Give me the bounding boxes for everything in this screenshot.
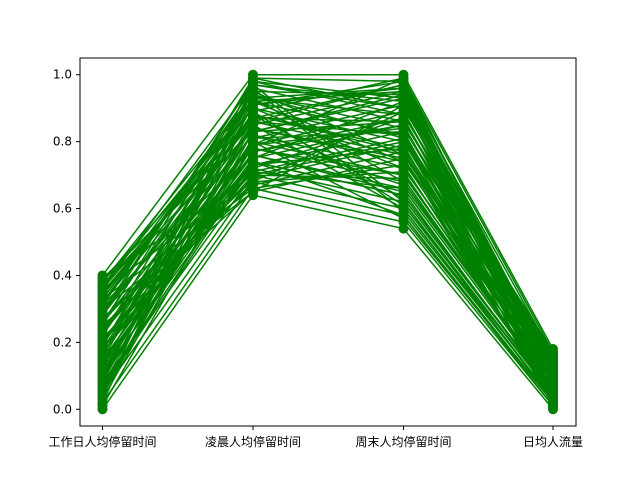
x-category-label: 工作日人均停留时间: [48, 434, 156, 449]
y-tick-label: 0.2: [53, 335, 72, 349]
data-point-71-0: [97, 307, 108, 318]
series-line-62: [101, 147, 554, 383]
data-point-78-1: [248, 109, 258, 120]
series-line-73: [101, 83, 554, 357]
series-markers: [97, 69, 558, 415]
data-point-74-1: [248, 139, 258, 150]
series-line-71: [101, 80, 554, 370]
x-category-label: 周末人均停留时间: [355, 434, 451, 449]
data-point-75-1: [248, 156, 258, 167]
series-line-58: [101, 86, 554, 400]
series-line-15: [101, 100, 554, 363]
series-line-0: [101, 194, 554, 410]
series-line-78: [101, 114, 554, 380]
data-point-79-0: [97, 273, 108, 284]
series-line-60: [101, 160, 554, 394]
series-line-69: [101, 110, 554, 380]
axes-frame: [79, 57, 577, 427]
series-line-72: [101, 90, 554, 363]
series-line-27: [101, 97, 554, 400]
series-line-66: [101, 130, 554, 393]
tick-labels: 0.0 0.2 0.4 0.6 0.8 1.0 工作日人均停留时间 凌晨人均停留时间 周末人均停…: [48, 68, 583, 449]
data-point-75-2: [398, 210, 409, 221]
series-lines: [101, 73, 554, 410]
data-point-79-2: [398, 116, 409, 127]
series-line-1: [101, 73, 554, 350]
data-point-67-0: [97, 360, 108, 371]
data-point-75-0: [97, 380, 108, 391]
series-line-2: [101, 187, 554, 407]
series-line-35: [102, 150, 554, 403]
data-point-76-0: [97, 397, 108, 408]
data-point-74-2: [398, 73, 409, 84]
data-point-79-3: [548, 360, 558, 371]
series-line-59: [101, 110, 554, 397]
y-tick-label: 1.0: [53, 68, 72, 82]
y-tick-label: 0.6: [53, 202, 72, 216]
data-point-76-2: [398, 196, 409, 207]
data-point-72-0: [97, 293, 108, 304]
series-line-46: [101, 100, 554, 380]
data-point-77-2: [398, 176, 409, 187]
data-point-78-3: [548, 374, 558, 385]
data-point-76-3: [548, 397, 558, 408]
data-point-69-0: [97, 334, 108, 345]
y-tick-label: 0.8: [53, 135, 72, 149]
y-tick-label: 0.4: [53, 268, 72, 282]
series-line-57: [101, 77, 554, 397]
series-line-79: [101, 120, 554, 367]
series-line-75: [101, 160, 554, 407]
x-category-label: 凌晨人均停留时间: [205, 434, 301, 449]
data-point-74-3: [548, 347, 558, 358]
x-category-label: 日均人流量: [523, 435, 583, 449]
data-point-79-1: [248, 126, 258, 137]
series-line-11: [101, 127, 554, 377]
series-line-70: [102, 103, 554, 373]
data-point-77-1: [248, 93, 258, 104]
series-line-76: [101, 83, 554, 404]
y-tick-label: 0.0: [53, 402, 72, 416]
data-point-77-3: [548, 384, 558, 395]
data-point-70-1: [248, 186, 258, 197]
series-line-74: [101, 77, 554, 407]
data-point-78-0: [97, 283, 108, 294]
data-point-68-0: [97, 347, 108, 358]
series-line-3: [101, 180, 554, 404]
axis-ticks: [76, 74, 554, 430]
data-point-69-1: [248, 176, 258, 187]
series-line-64: [101, 93, 554, 370]
series-line-77: [101, 97, 554, 390]
series-line-5: [101, 167, 554, 397]
data-point-78-2: [398, 146, 409, 157]
data-point-77-0: [97, 317, 108, 328]
data-point-76-1: [248, 79, 258, 90]
